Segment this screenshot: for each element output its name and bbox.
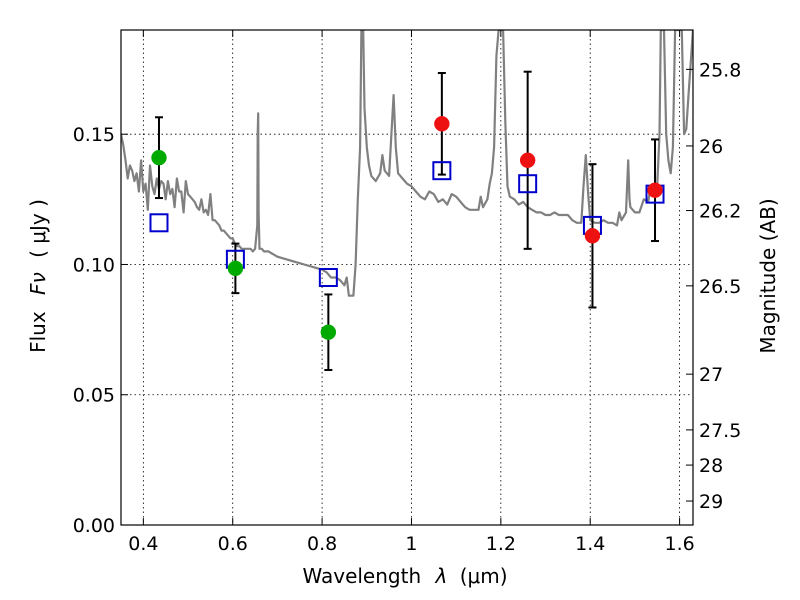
- spectrum-line: [121, 30, 693, 297]
- x-tick-label: 1.4: [575, 533, 605, 555]
- y-tick-label: 0.05: [73, 385, 115, 407]
- y-tick-label: 0.00: [73, 515, 115, 537]
- x-tick-label: 0.4: [128, 533, 158, 555]
- model-square-marker: [432, 161, 452, 181]
- y2-tick-label: 28: [699, 455, 723, 477]
- observed-point-marker: [151, 149, 167, 166]
- observed-point-marker: [320, 324, 337, 340]
- y2-tick-label: 26.2: [699, 201, 741, 223]
- y2-tick-label: 26: [699, 136, 723, 158]
- y-tick-label: 0.10: [73, 254, 115, 276]
- y-axis-title-text: Flux: [26, 311, 50, 353]
- y-axis-title-symbol: Fν: [26, 272, 50, 295]
- y-axis-title-unit: ( μJy ): [26, 199, 50, 258]
- y-tick-label: 0.15: [73, 124, 115, 146]
- y-axis-title: Flux Fν ( μJy ): [26, 199, 50, 353]
- x-tick-label: 0.6: [218, 533, 248, 555]
- observed-point-marker: [584, 228, 601, 244]
- observed-point-marker: [647, 182, 663, 198]
- y2-tick-label: 26.5: [699, 276, 741, 298]
- x-axis-title-symbol: λ: [435, 564, 448, 588]
- y2-tick-label: 25.8: [699, 59, 741, 81]
- plot-frame: [120, 29, 694, 526]
- spectrum-layer: [121, 30, 693, 297]
- model-square-marker: [518, 174, 538, 194]
- model-square-marker: [149, 213, 169, 233]
- y2-tick-label: 27: [699, 364, 723, 386]
- x-tick-label: 1.6: [664, 533, 694, 555]
- observed-point-marker: [227, 260, 244, 277]
- x-axis-title-unit: (μm): [460, 564, 508, 588]
- model-square-marker: [318, 268, 338, 287]
- y2-tick-label: 29: [699, 491, 723, 513]
- x-tick-label: 1: [405, 533, 417, 555]
- observed-point-marker: [519, 152, 536, 169]
- x-tick-label: 1.2: [486, 533, 516, 555]
- grid-lines: [121, 30, 693, 526]
- data-markers: [149, 116, 665, 340]
- y2-axis-title: Magnitude (AB): [756, 198, 780, 353]
- axis-ticks: 0.4 0.6 0.8 1 1.2 1.4 1.6 0.00 0.05 0.10 0.15 25.8 2…: [73, 30, 741, 555]
- observed-point-marker: [434, 116, 450, 132]
- x-tick-label: 0.8: [307, 533, 337, 555]
- x-axis-title: Wavelength λ (μm): [302, 564, 507, 588]
- x-axis-title-text: Wavelength: [302, 564, 421, 588]
- y2-tick-label: 27.5: [699, 420, 741, 442]
